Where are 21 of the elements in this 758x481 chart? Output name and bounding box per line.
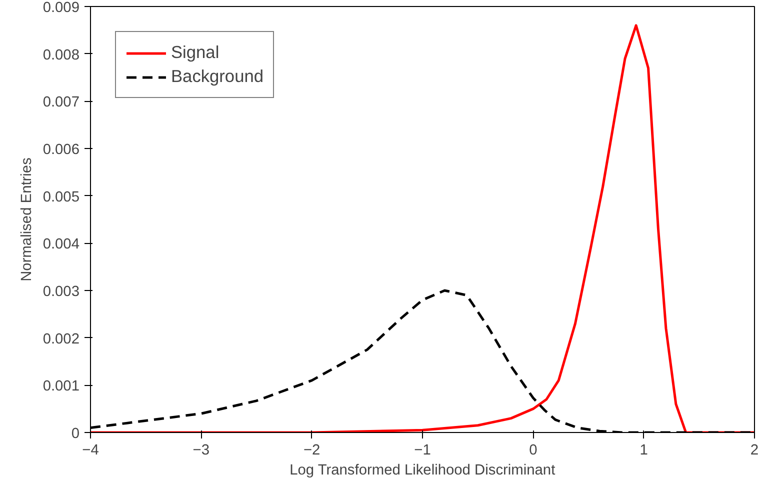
x-tick-label: 2 (750, 442, 758, 458)
y-tick-label: 0.007 (42, 94, 80, 111)
x-tick-label: 1 (640, 442, 648, 458)
x-tick-label: 0 (529, 442, 538, 458)
x-tick-label: −1 (414, 442, 431, 458)
y-tick-label: 0.001 (42, 378, 80, 395)
legend-label: Background (171, 66, 264, 87)
y-tick-label: 0.002 (42, 331, 80, 348)
x-tick-label: −3 (192, 442, 210, 458)
y-tick-label: 0.003 (42, 284, 80, 300)
y-tick-label: 0.005 (42, 189, 80, 206)
x-tick-label: −2 (303, 442, 320, 458)
y-tick-label: 0.008 (42, 47, 80, 64)
x-tick-label: −4 (82, 442, 99, 458)
y-axis-title: Normalised Entries (18, 158, 35, 282)
x-axis-title: Log Transformed Likelihood Discriminant (290, 462, 556, 478)
y-tick-label: 0.009 (42, 0, 80, 16)
legend-label: Signal (171, 42, 220, 63)
y-tick-label: 0 (71, 426, 80, 442)
y-tick-label: 0.006 (42, 142, 80, 158)
y-tick-label: 0.004 (42, 236, 80, 253)
